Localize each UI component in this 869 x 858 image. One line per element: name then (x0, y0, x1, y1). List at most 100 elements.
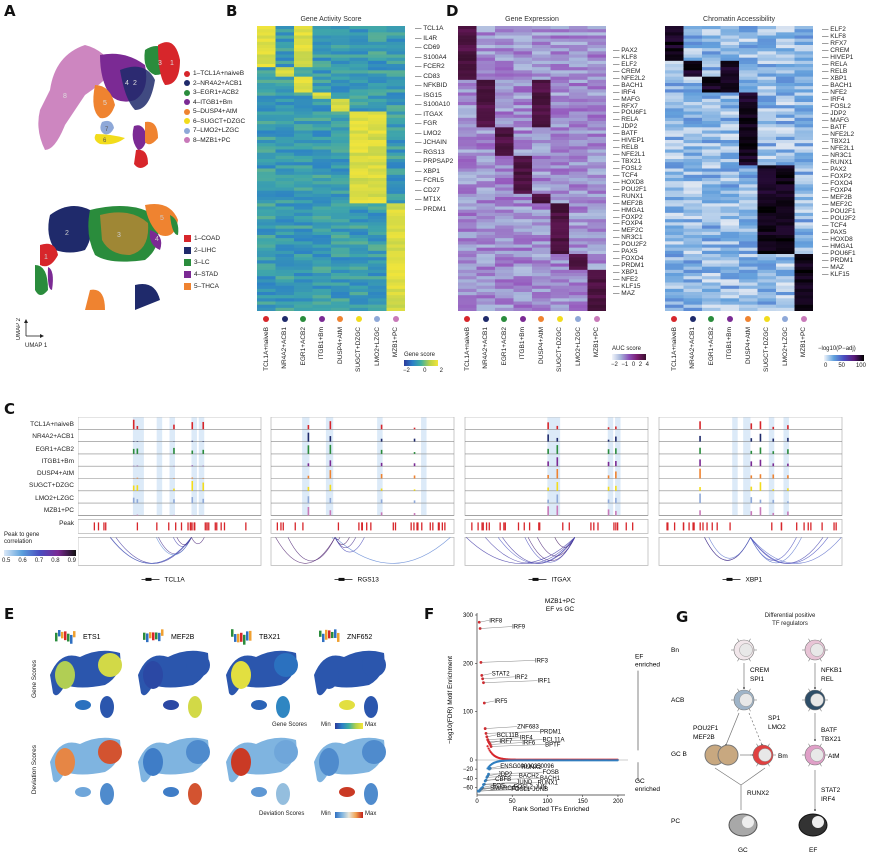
peak-bar (759, 433, 762, 442)
gene-label: — ISG15 (415, 91, 442, 99)
label-leader (487, 773, 498, 777)
heatmap-cell (476, 292, 496, 296)
heatmap-cell (476, 127, 496, 131)
heatmap-cell (312, 95, 332, 100)
peak-bar (750, 438, 753, 442)
heatmap-cell (683, 231, 703, 236)
heatmap-cell (794, 276, 813, 280)
heatmap-cell (495, 228, 514, 233)
cell-receptor (819, 688, 822, 692)
heatmap-cell (476, 105, 496, 109)
heatmap-cell (587, 64, 606, 68)
heatmap-cell (513, 206, 533, 210)
heatmap-cell (386, 222, 405, 226)
heatmap-cell (275, 247, 295, 252)
heatmap-cell (702, 193, 721, 198)
heatmap-cell (368, 225, 387, 229)
heatmap-cell (495, 190, 514, 195)
heatmap-cell (349, 241, 369, 245)
data-point (488, 749, 491, 752)
heatmap-cell (331, 67, 350, 71)
umap-region (143, 661, 163, 689)
heatmap-cell (349, 206, 369, 210)
heatmap-cell (683, 301, 703, 305)
heatmap-cell (331, 51, 350, 55)
heatmap-cell (257, 117, 276, 122)
heatmap-cell (569, 225, 588, 229)
heatmap-cell (776, 32, 795, 36)
heatmap-cell (386, 263, 405, 267)
heatmap-cell (720, 269, 740, 274)
heatmap-cell (513, 124, 533, 128)
heatmap-cell (720, 212, 740, 217)
heatmap-cell (532, 241, 551, 245)
heatmap-cell (683, 86, 703, 90)
heatmap-cell (476, 70, 496, 74)
heatmap-cell (794, 285, 813, 290)
heatmap-cell (776, 130, 795, 134)
heatmap-cell (757, 168, 777, 172)
heatmap-cell (794, 212, 813, 217)
heatmap-cell (312, 124, 332, 128)
heatmap-cell (665, 279, 684, 283)
heatmap-cell (275, 203, 295, 207)
heatmap-cell (550, 159, 570, 163)
gc-enriched-label: enriched (635, 786, 660, 793)
gene-label: — FOXO4 (822, 180, 853, 187)
gene-label: — HIVEP1 (822, 54, 854, 61)
heatmap-cell (550, 76, 570, 81)
heatmap-cell (683, 212, 703, 217)
heatmap-cell (550, 266, 570, 271)
heatmap-cell (275, 193, 295, 198)
heatmap-cell (550, 35, 570, 39)
heatmap-cell (495, 162, 514, 166)
heatmap-cell (665, 304, 684, 309)
heatmap-cell (257, 133, 276, 138)
logo-letter (337, 632, 340, 642)
heatmap-cell (275, 301, 295, 305)
peak-bar (136, 485, 139, 491)
peak-mark (593, 522, 595, 531)
heatmap-cell (683, 263, 703, 267)
panel-label-e: E (4, 605, 15, 623)
peak-bar (413, 475, 416, 479)
heatmap-cell (739, 266, 758, 271)
heatmap-cell (550, 114, 570, 119)
heatmap-cell (513, 57, 533, 62)
peak-bar (191, 497, 194, 504)
heatmap-cell (294, 32, 313, 36)
heatmap-cell (532, 292, 551, 296)
heatmap-cell (495, 60, 514, 65)
label-leader (490, 742, 523, 745)
peak-bar (547, 474, 549, 479)
heatmap-cell (532, 146, 551, 150)
heatmap-cell (331, 250, 350, 255)
heatmap-cell (275, 117, 295, 122)
heatmap-cell (513, 127, 533, 131)
umap-cluster-2 (120, 66, 155, 110)
heatmap-cell (683, 219, 703, 223)
heatmap-cell (532, 51, 551, 55)
cell-nucleus (810, 693, 824, 707)
heatmap-cell (665, 67, 684, 71)
heatmap-cell (386, 235, 405, 239)
heatmap-cell (331, 73, 350, 77)
data-label: BACH1 (540, 776, 561, 782)
peak-gene-link (110, 537, 192, 564)
heatmap-cell (569, 165, 588, 169)
heatmap-cell (550, 26, 570, 30)
heatmap-cell (476, 26, 496, 30)
heatmap-cell (776, 206, 795, 210)
heatmap-cell (665, 86, 684, 90)
heatmap-cell (532, 298, 551, 302)
heatmap-cell (331, 241, 350, 245)
heatmap-cell (587, 282, 606, 286)
gene-label: — HOXD8 (613, 178, 644, 186)
cluster-dot (263, 316, 270, 322)
heatmap-cell (349, 79, 369, 84)
heatmap-cell (587, 184, 606, 188)
heatmap-cell (683, 184, 703, 188)
heatmap-cell (476, 282, 496, 286)
heatmap-cell (665, 292, 684, 296)
heatmap-cell (702, 64, 721, 68)
